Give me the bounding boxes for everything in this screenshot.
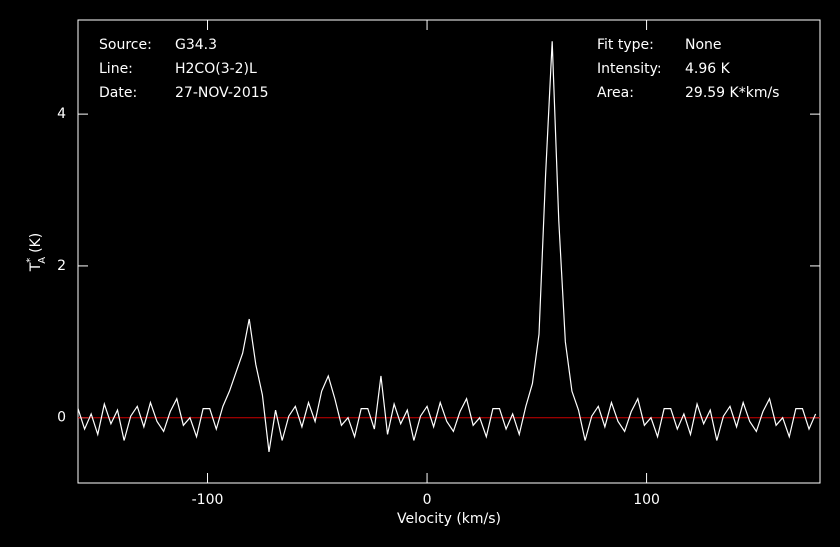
y-axis-label: T*A (K)	[25, 233, 48, 273]
info-label: Area:	[597, 85, 634, 101]
y-tick-label: 2	[57, 258, 66, 274]
info-label: Intensity:	[597, 61, 662, 77]
info-value: G34.3	[175, 37, 217, 53]
y-tick-label: 4	[57, 106, 66, 122]
y-label-unit: (K)	[28, 233, 44, 253]
info-label: Line:	[99, 61, 133, 77]
x-tick-label: 0	[423, 492, 432, 508]
x-axis-label: Velocity (km/s)	[397, 511, 501, 527]
spectrum-line	[77, 41, 817, 452]
x-tick-label: 100	[633, 492, 660, 508]
info-value: None	[685, 37, 722, 53]
y-label-symbol: T	[28, 262, 44, 272]
plot-frame	[77, 19, 821, 484]
info-value: 27-NOV-2015	[175, 85, 269, 101]
y-label-sub: A	[37, 257, 48, 264]
info-label: Date:	[99, 85, 137, 101]
info-value: 4.96 K	[685, 61, 731, 77]
info-value: H2CO(3-2)L	[175, 61, 257, 77]
y-label-sup: *	[25, 258, 36, 263]
x-tick-label: -100	[192, 492, 224, 508]
info-value: 29.59 K*km/s	[685, 85, 779, 101]
info-label: Source:	[99, 37, 152, 53]
info-label: Fit type:	[597, 37, 654, 53]
y-tick-label: 0	[57, 410, 66, 426]
